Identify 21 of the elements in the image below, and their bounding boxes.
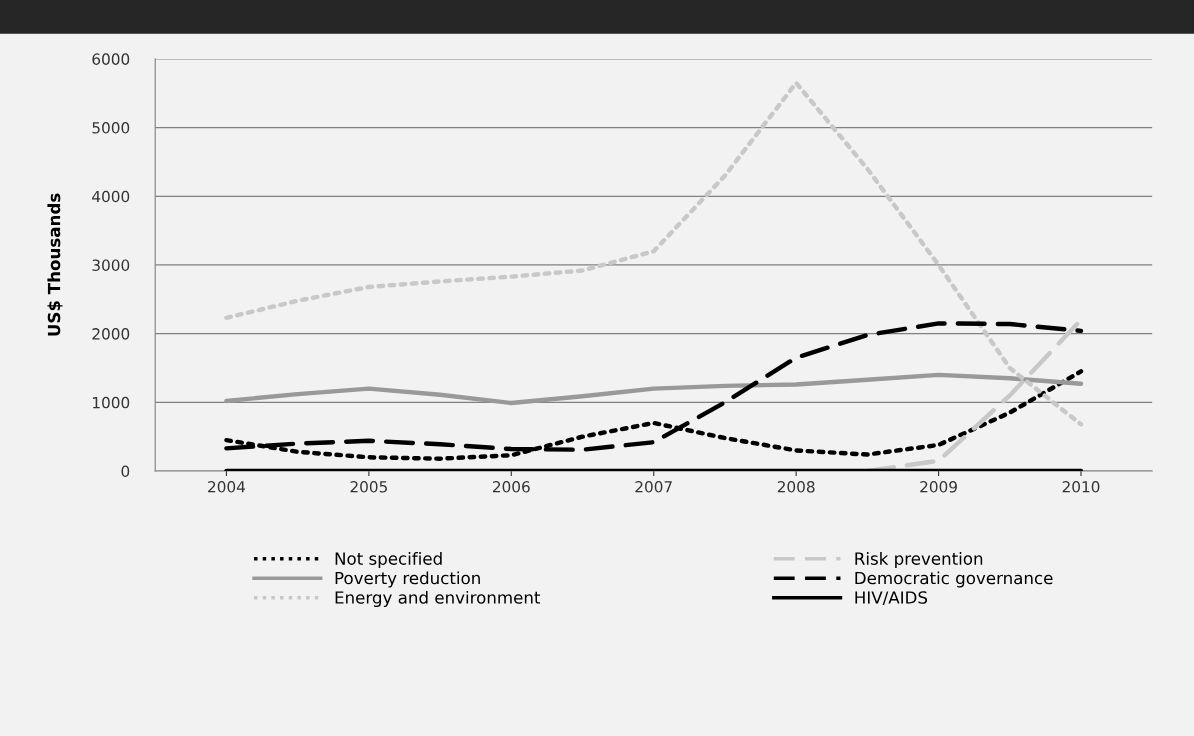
x-tick-label: 2010 bbox=[1062, 481, 1100, 493]
legend-label: Poverty reduction bbox=[335, 571, 480, 588]
x-tick-label: 2009 bbox=[920, 481, 957, 493]
y-tick-label: 4000 bbox=[92, 190, 130, 203]
legend-label: Risk prevention bbox=[855, 551, 983, 569]
x-tick-label: 2005 bbox=[350, 481, 387, 493]
x-tick-label: 2006 bbox=[492, 481, 530, 493]
legend-label: Energy and environment bbox=[335, 590, 541, 608]
y-tick-label: 2000 bbox=[92, 328, 130, 340]
y-tick-label: 5000 bbox=[92, 122, 130, 134]
legend-label: HIV/AIDS bbox=[855, 591, 928, 606]
legend-label: Democratic governance bbox=[855, 571, 1053, 588]
y-tick-label: 0 bbox=[121, 465, 130, 478]
y-axis-title: US$ Thousands bbox=[47, 193, 63, 336]
legend-label: Not specified bbox=[335, 551, 442, 569]
x-tick-label: 2008 bbox=[777, 481, 815, 493]
x-tick-label: 2004 bbox=[208, 481, 246, 493]
y-tick-label: 6000 bbox=[92, 53, 130, 65]
y-tick-label: 3000 bbox=[92, 259, 130, 271]
y-tick-label: 1000 bbox=[93, 396, 130, 409]
x-tick-label: 2007 bbox=[635, 481, 672, 493]
